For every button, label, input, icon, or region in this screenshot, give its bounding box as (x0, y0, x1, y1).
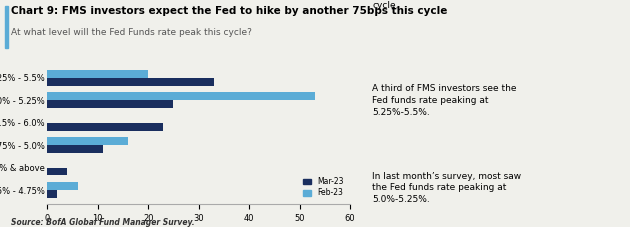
Text: Source: BofA Global Fund Manager Survey.: Source: BofA Global Fund Manager Survey. (11, 218, 195, 227)
Text: In last month’s survey, most saw
the Fed funds rate peaking at
5.0%-5.25%.: In last month’s survey, most saw the Fed… (372, 172, 521, 204)
Bar (47, 137, 128, 145)
Bar (47, 100, 173, 108)
Text: A third of FMS investors see the
Fed funds rate peaking at
5.25%-5.5%.: A third of FMS investors see the Fed fun… (372, 84, 517, 117)
Bar (47, 123, 163, 131)
Bar (47, 145, 103, 153)
Bar (47, 92, 315, 100)
Text: Chart 9: FMS investors expect the Fed to hike by another 75bps this cycle: Chart 9: FMS investors expect the Fed to… (11, 6, 448, 16)
Bar (47, 168, 67, 175)
Text: Hawkish shift in expectations of
‘peak’ Fed this month; investors
see an additio: Hawkish shift in expectations of ‘peak’ … (372, 0, 518, 10)
Bar (47, 78, 214, 86)
Bar (47, 182, 77, 190)
Text: At what level will the Fed Funds rate peak this cycle?: At what level will the Fed Funds rate pe… (11, 28, 252, 37)
Bar (47, 190, 57, 198)
Bar (47, 70, 148, 78)
Legend: Mar-23, Feb-23: Mar-23, Feb-23 (300, 174, 347, 200)
